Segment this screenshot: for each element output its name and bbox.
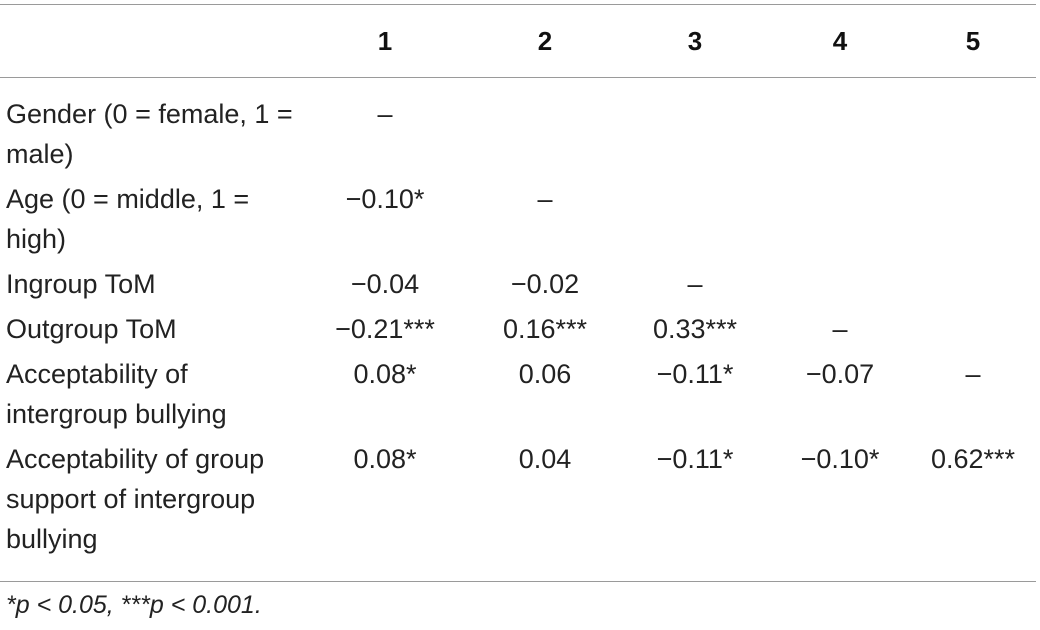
column-header: 2 [537,25,553,56]
column-header: 5 [965,25,981,56]
row-label: Age (0 = middle, 1 = high) [6,184,250,254]
table-cell: – [832,314,848,344]
table-cell: 0.08* [353,359,417,389]
table-cell [470,77,620,174]
table-cell: 0.62*** [930,444,1016,474]
table-row: Age (0 = middle, 1 = high) −0.10* – [0,174,1036,259]
header-row: 1 2 3 4 5 [0,5,1036,77]
header-rule [0,77,1036,78]
column-header: 1 [377,25,393,56]
table-cell [770,259,910,304]
table-cell: 0.16*** [502,314,588,344]
table-cell: – [537,184,553,214]
table-cell: −0.04 [350,269,420,299]
table-row: Acceptability of intergroup bullying 0.0… [0,349,1036,434]
table-cell: 0.08* [353,444,417,474]
table-cell: 0.06 [518,359,572,389]
table-cell [620,174,770,259]
table-row: Outgroup ToM −0.21*** 0.16*** 0.33*** – [0,304,1036,349]
table-cell: – [377,99,393,129]
table-cell: – [687,269,703,299]
table-cell [910,259,1036,304]
table-cell: −0.10* [800,444,880,474]
table-cell: −0.10* [345,184,425,214]
table-top-rule [0,4,1036,5]
table-cell: −0.11* [656,444,734,474]
table-bottom-rule [0,581,1036,582]
table-cell: −0.11* [656,359,734,389]
column-header: 4 [832,25,848,56]
row-label: Ingroup ToM [6,269,156,299]
table-cell: 0.04 [518,444,572,474]
table-cell: – [965,359,981,389]
row-label: Acceptability of group support of interg… [6,444,265,554]
table-cell [910,77,1036,174]
table-row: Acceptability of group support of interg… [0,434,1036,559]
row-label: Outgroup ToM [6,314,177,344]
row-label: Acceptability of intergroup bullying [6,359,227,429]
table-cell: 0.33*** [652,314,738,344]
table-cell [910,174,1036,259]
table-cell: −0.21*** [335,314,435,344]
table-footnote: *p < 0.05, ***p < 0.001. [6,591,262,619]
table-cell [620,77,770,174]
table-cell: −0.07 [805,359,875,389]
table-cell [910,304,1036,349]
row-label: Gender (0 = female, 1 = male) [6,99,293,169]
correlation-table: 1 2 3 4 5 Gender (0 = female, 1 = male) … [0,5,1036,559]
table-cell [770,174,910,259]
column-header [0,5,300,77]
table-cell: −0.02 [510,269,580,299]
table-row: Gender (0 = female, 1 = male) – [0,77,1036,174]
table-cell [770,77,910,174]
column-header: 3 [687,25,703,56]
table-row: Ingroup ToM −0.04 −0.02 – [0,259,1036,304]
